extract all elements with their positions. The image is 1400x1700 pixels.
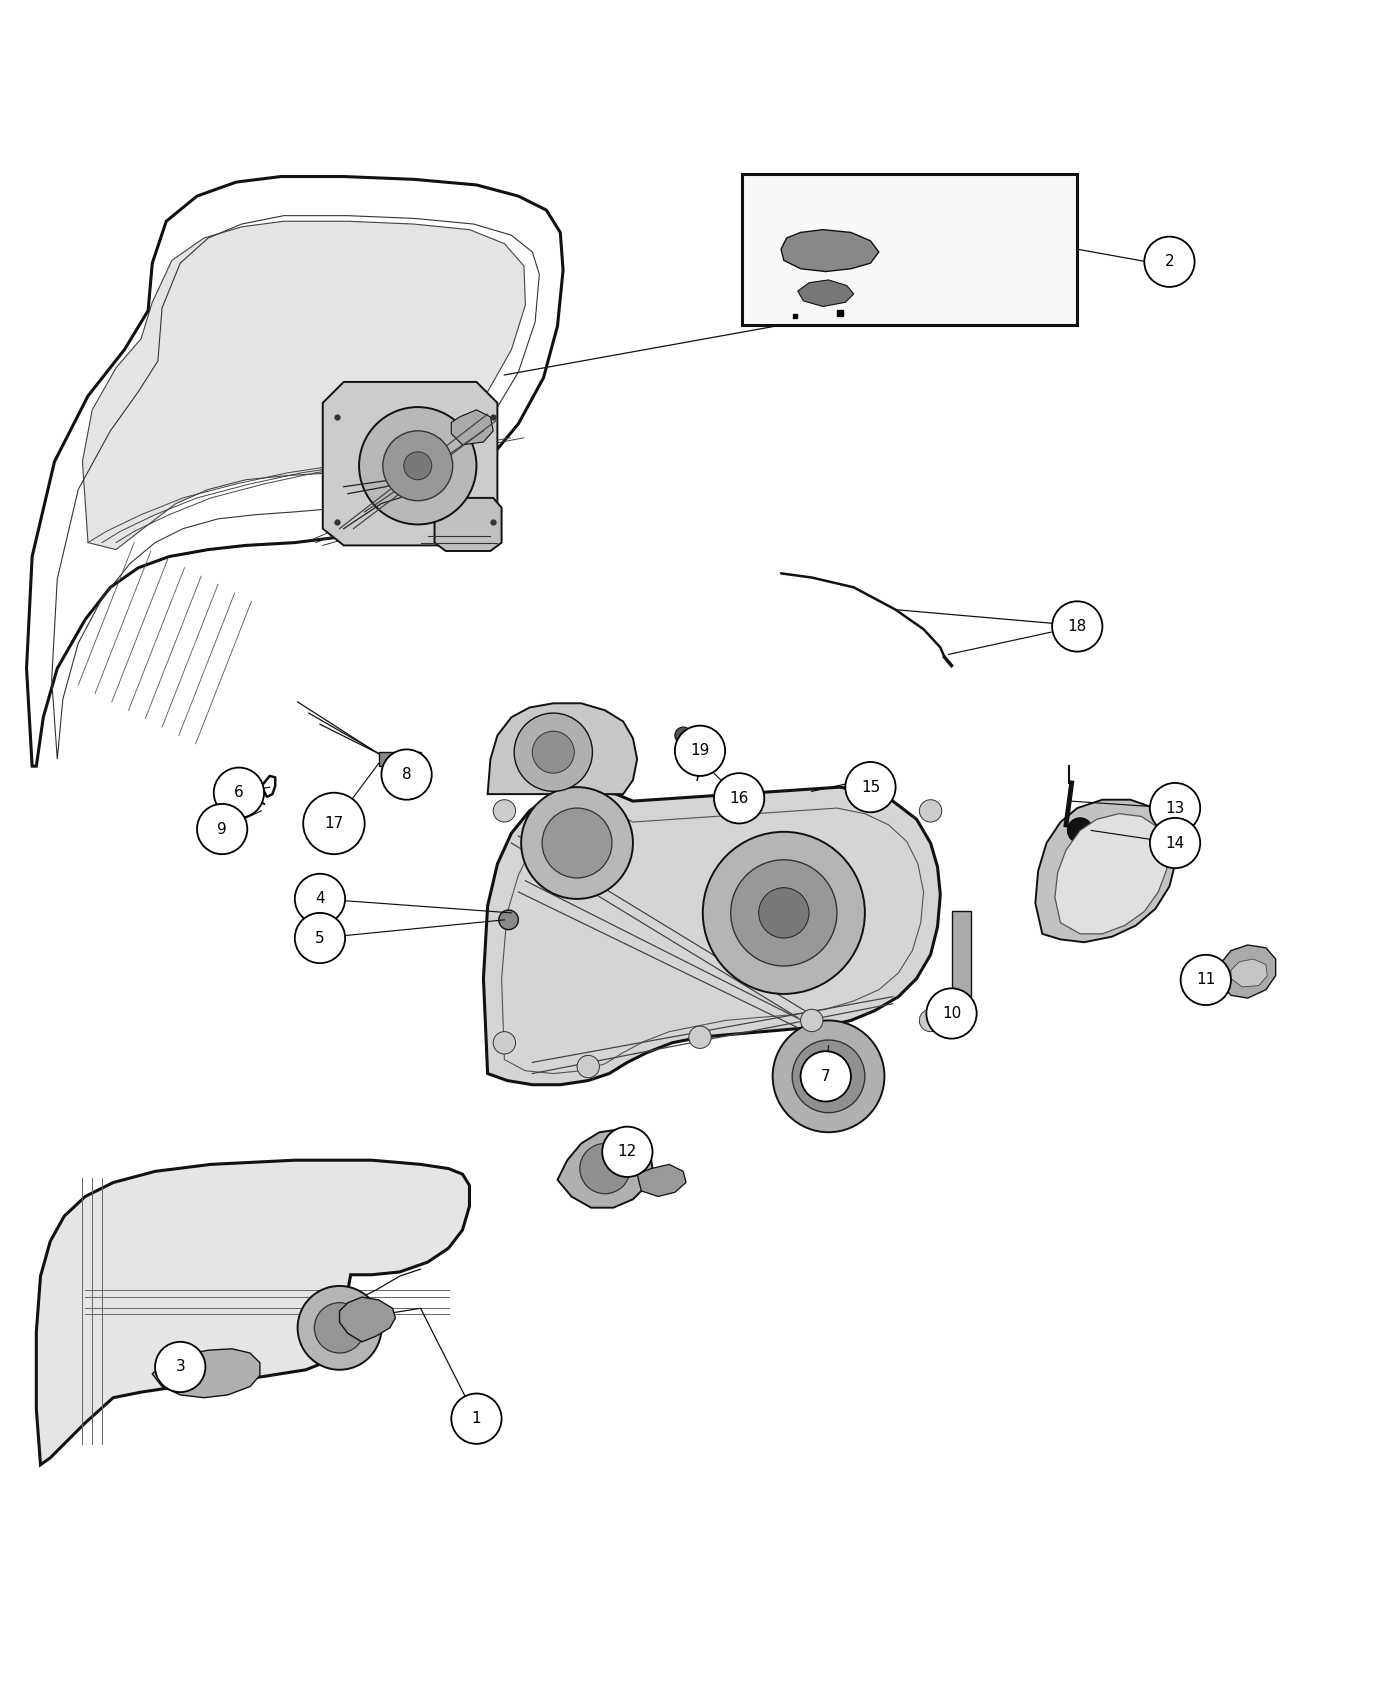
Circle shape <box>580 1144 630 1193</box>
Circle shape <box>692 751 708 768</box>
Circle shape <box>801 1010 823 1032</box>
Circle shape <box>812 1059 846 1093</box>
Circle shape <box>846 762 896 813</box>
Circle shape <box>920 1010 942 1032</box>
Polygon shape <box>36 1159 469 1465</box>
Text: 3: 3 <box>175 1360 185 1375</box>
Circle shape <box>315 1302 364 1353</box>
Text: 1: 1 <box>472 1411 482 1426</box>
Circle shape <box>1180 955 1231 1005</box>
Circle shape <box>759 887 809 938</box>
Circle shape <box>382 430 452 502</box>
Polygon shape <box>83 221 525 549</box>
Circle shape <box>298 1285 381 1370</box>
Circle shape <box>714 774 764 823</box>
Polygon shape <box>340 1297 395 1341</box>
Circle shape <box>295 913 346 964</box>
Circle shape <box>451 1394 501 1443</box>
Polygon shape <box>323 382 497 546</box>
Text: 14: 14 <box>1165 835 1184 850</box>
Circle shape <box>731 860 837 966</box>
Circle shape <box>675 728 692 745</box>
Polygon shape <box>487 704 637 794</box>
Polygon shape <box>1231 959 1267 988</box>
Circle shape <box>1144 236 1194 287</box>
Text: 8: 8 <box>402 767 412 782</box>
Text: 19: 19 <box>690 743 710 758</box>
Circle shape <box>602 1127 652 1176</box>
Circle shape <box>197 804 248 853</box>
Circle shape <box>542 808 612 877</box>
Polygon shape <box>1054 814 1166 933</box>
Circle shape <box>514 712 592 790</box>
Circle shape <box>381 750 431 799</box>
Polygon shape <box>1219 945 1275 998</box>
Circle shape <box>773 1020 885 1132</box>
Circle shape <box>532 731 574 774</box>
Text: 7: 7 <box>820 1069 830 1085</box>
Text: 6: 6 <box>234 785 244 801</box>
Circle shape <box>304 792 364 853</box>
Circle shape <box>1067 818 1092 843</box>
Text: 18: 18 <box>1068 619 1086 634</box>
Polygon shape <box>781 230 879 272</box>
Text: 4: 4 <box>315 891 325 906</box>
Text: 17: 17 <box>325 816 343 831</box>
Circle shape <box>155 1341 206 1392</box>
Circle shape <box>920 799 942 823</box>
Text: 10: 10 <box>942 1006 962 1022</box>
Text: 5: 5 <box>315 930 325 945</box>
Circle shape <box>703 831 865 994</box>
Circle shape <box>498 910 518 930</box>
Text: 13: 13 <box>1165 801 1184 816</box>
Circle shape <box>675 726 725 775</box>
Polygon shape <box>451 410 493 445</box>
Bar <box>742 173 1077 325</box>
Circle shape <box>403 452 431 479</box>
Circle shape <box>493 1032 515 1054</box>
Polygon shape <box>434 498 501 551</box>
Circle shape <box>792 1040 865 1114</box>
Circle shape <box>689 1027 711 1049</box>
Circle shape <box>295 874 346 925</box>
Polygon shape <box>798 280 854 306</box>
Polygon shape <box>302 1300 381 1360</box>
Text: 15: 15 <box>861 780 881 794</box>
Text: 9: 9 <box>217 821 227 836</box>
Circle shape <box>521 787 633 899</box>
Circle shape <box>358 406 476 524</box>
Text: 2: 2 <box>1165 255 1175 269</box>
Polygon shape <box>557 1129 652 1207</box>
Circle shape <box>1149 818 1200 869</box>
Polygon shape <box>637 1164 686 1197</box>
Text: 11: 11 <box>1196 972 1215 988</box>
Bar <box>378 751 420 767</box>
Circle shape <box>927 988 977 1039</box>
Circle shape <box>214 768 265 818</box>
Circle shape <box>577 1056 599 1078</box>
Circle shape <box>1149 784 1200 833</box>
Polygon shape <box>153 1348 260 1397</box>
Polygon shape <box>1036 799 1175 942</box>
Circle shape <box>1053 602 1102 651</box>
Bar <box>952 911 972 1006</box>
Text: 12: 12 <box>617 1144 637 1159</box>
Text: 16: 16 <box>729 790 749 806</box>
Polygon shape <box>483 787 941 1085</box>
Circle shape <box>493 799 515 823</box>
Circle shape <box>801 1051 851 1102</box>
